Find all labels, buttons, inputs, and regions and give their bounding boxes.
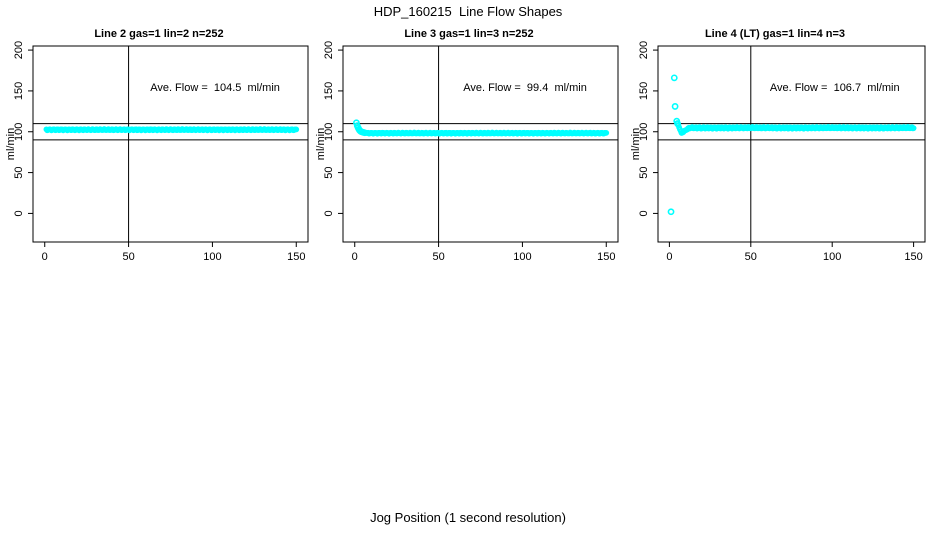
ave-flow-annotation: Ave. Flow = 99.4 ml/min (463, 82, 587, 94)
x-tick-label: 100 (823, 251, 841, 263)
x-tick-label: 50 (432, 251, 444, 263)
chart-canvas-line-3: 0 50 100 150 0 50 100 150 200 (323, 41, 619, 263)
y-tick-label: 150 (323, 82, 335, 100)
data-point (603, 129, 610, 136)
x-tick-label: 100 (203, 251, 221, 263)
y-tick-label: 100 (13, 123, 25, 141)
plot-box (657, 45, 926, 243)
y-tick-label: 150 (13, 82, 25, 100)
y-tick-label: 200 (323, 41, 335, 59)
y-tick-label: 200 (13, 41, 25, 59)
y-tick-label: 0 (323, 210, 335, 216)
plot-box (32, 45, 309, 243)
x-tick-label: 0 (352, 251, 358, 263)
x-tick-label: 150 (904, 251, 922, 263)
panel-line-3: 0 50 100 150 0 50 100 150 200 Line 3 gas=1 lin=3… (310, 28, 628, 280)
panel-line-2: 0 50 100 150 0 50 100 150 200 Line 2 gas=1 lin=2… (0, 28, 318, 280)
y-axis-label: ml/min (5, 127, 17, 161)
x-tick-label: 100 (513, 251, 531, 263)
x-tick-label: 150 (287, 251, 305, 263)
y-tick-label: 50 (638, 166, 650, 178)
ave-flow-annotation: Ave. Flow = 104.5 ml/min (150, 82, 280, 94)
chart-canvas-line-2: 0 50 100 150 0 50 100 150 200 (13, 41, 309, 263)
x-tick-label: 150 (597, 251, 615, 263)
data-point-outlier (671, 103, 679, 110)
ave-flow-annotation: Ave. Flow = 106.7 ml/min (769, 82, 900, 94)
x-tick-label: 50 (122, 251, 134, 263)
data-point-outlier (674, 120, 681, 127)
panel-title: Line 3 gas=1 lin=3 n=252 (404, 28, 534, 40)
y-tick-label: 100 (323, 123, 335, 141)
data-point (910, 125, 917, 132)
y-tick-label: 50 (323, 166, 335, 178)
x-tick-label: 0 (666, 251, 672, 263)
data-point (293, 126, 300, 133)
x-axis-outer-label: Jog Position (1 second resolution) (370, 510, 566, 525)
main-title: HDP_160215 Line Flow Shapes (373, 4, 563, 19)
data-point-outlier (667, 208, 675, 216)
data-point-outlier (361, 129, 369, 137)
x-tick-label: 0 (42, 251, 48, 263)
y-tick-label: 100 (638, 123, 650, 141)
y-tick-label: 200 (638, 41, 650, 59)
y-axis-label: ml/min (315, 127, 327, 161)
x-tick-label: 50 (745, 251, 757, 263)
panel-line-4: 0 50 100 150 0 50 100 150 200 Line 4 (LT) gas=1 … (625, 28, 936, 280)
y-tick-label: 0 (13, 210, 25, 216)
panel-title: Line 2 gas=1 lin=2 n=252 (94, 28, 224, 40)
data-point-outlier (670, 74, 678, 82)
panel-title: Line 4 (LT) gas=1 lin=4 n=3 (704, 28, 846, 40)
chart-canvas-line-4: 0 50 100 150 0 50 100 150 200 (638, 41, 926, 263)
plot-box (342, 45, 619, 243)
y-axis-label: ml/min (630, 127, 642, 161)
y-tick-label: 150 (638, 82, 650, 100)
y-tick-label: 0 (638, 210, 650, 216)
y-tick-label: 50 (13, 166, 25, 178)
